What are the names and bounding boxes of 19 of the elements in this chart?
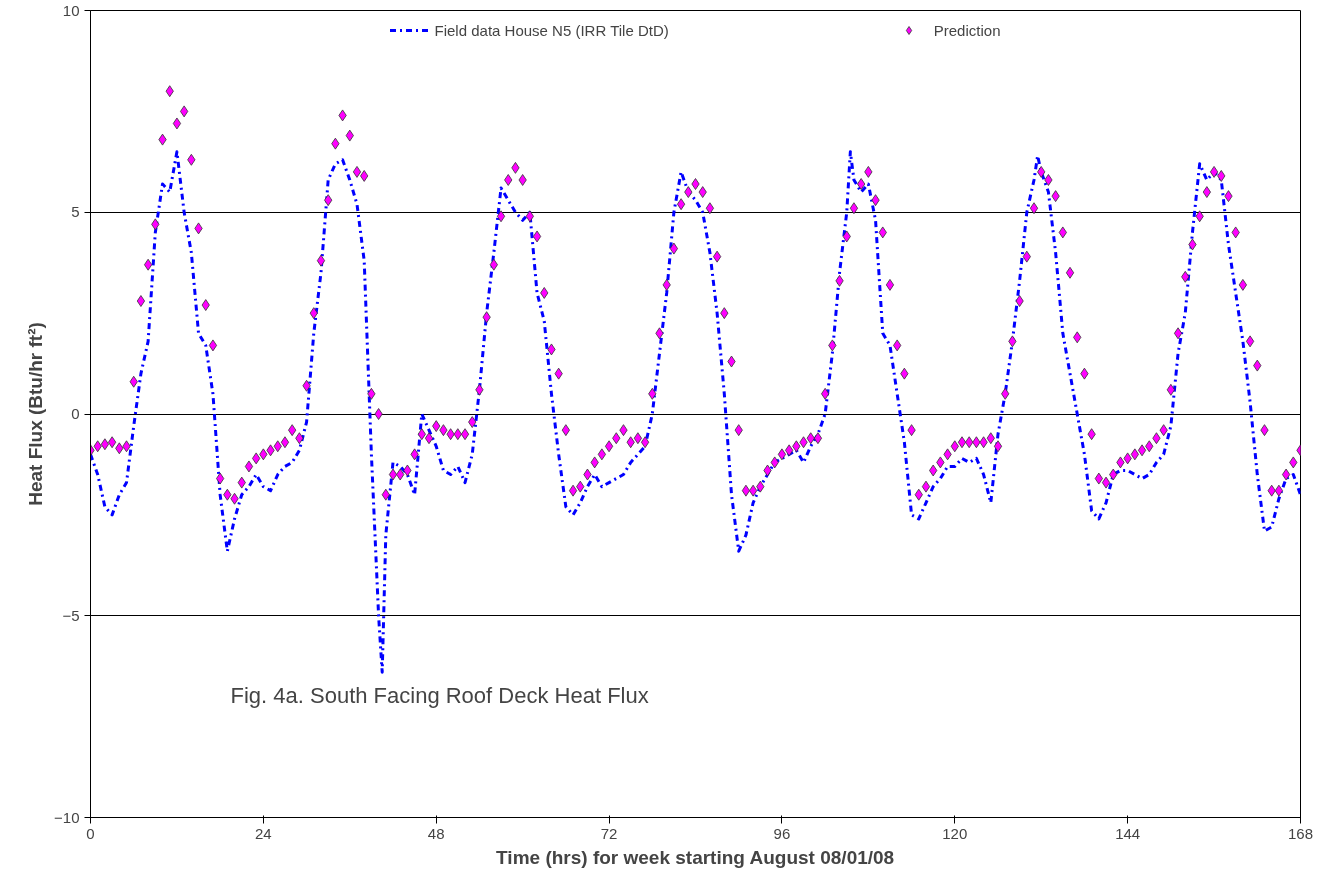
y-axis-title: Heat Flux (Btu/hr ft²) [25, 322, 47, 506]
legend-label: Field data House N5 (IRR Tile DtD) [434, 21, 669, 39]
y-tick-label: 10 [62, 1, 80, 19]
line-series [90, 150, 1301, 674]
x-tick-label: 96 [773, 824, 791, 842]
x-tick-label: 144 [1115, 824, 1141, 842]
y-tick-label: 0 [71, 405, 80, 422]
legend-label: Prediction [933, 21, 1001, 39]
x-tick-label: 72 [600, 824, 618, 842]
annotation: Fig. 4a. South Facing Roof Deck Heat Flux [230, 682, 649, 708]
x-tick-label: 24 [255, 824, 272, 842]
x-tick-label: 0 [86, 824, 95, 842]
y-tick-label: −10 [54, 808, 80, 826]
x-tick-label: 168 [1287, 824, 1314, 842]
y-tick-label: −5 [62, 606, 80, 624]
x-axis-title: Time (hrs) for week starting August 08/01/08 [496, 846, 895, 868]
x-tick-label: 48 [427, 824, 445, 842]
y-tick-label: 5 [71, 203, 80, 221]
x-tick-label: 120 [942, 824, 968, 842]
